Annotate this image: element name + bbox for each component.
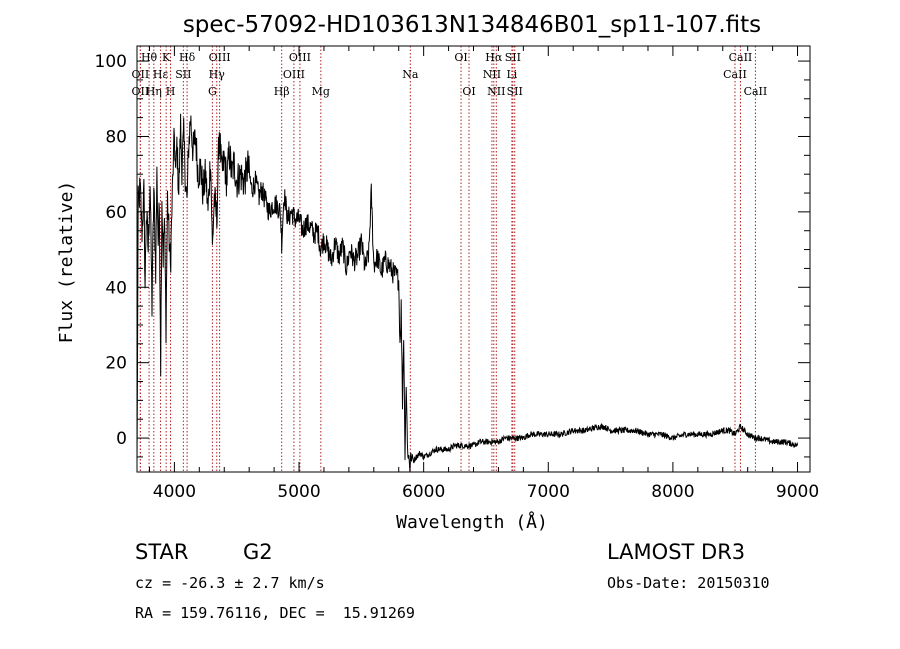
spectral-line-label: SII: [175, 68, 191, 81]
spectral-line-label: OII: [132, 85, 150, 98]
spectrum-line: [136, 113, 798, 473]
spectral-line-label: CaII: [723, 68, 747, 81]
spectral-line-label: Hγ: [209, 68, 226, 81]
chart-title: spec-57092-HD103613N134846B01_sp11-107.f…: [183, 12, 761, 38]
spectrum-layer: [136, 113, 798, 473]
x-axis-ticks: 4000 5000 6000 7000 8000 9000: [148, 46, 819, 502]
spectral-line-label: Hβ: [274, 85, 290, 98]
spectral-line-label: Hθ: [141, 51, 158, 64]
y-tick-label: 100: [95, 52, 127, 72]
spectral-line-label: SII: [505, 51, 521, 64]
spectral-line-label: CaII: [744, 85, 768, 98]
spectral-line-label: OIII: [283, 68, 305, 81]
spectral-line-label: NII: [487, 85, 505, 98]
x-tick-label: 4000: [153, 482, 196, 502]
spectral-line-label: CaII: [729, 51, 753, 64]
spectral-line-label: OII: [132, 68, 150, 81]
y-axis-label: Flux (relative): [56, 181, 77, 344]
redshift-readout: cz = -26.3 ± 2.7 km/s: [135, 574, 325, 592]
spectral-line-label: OI: [462, 85, 475, 98]
x-tick-label: 5000: [277, 482, 320, 502]
y-tick-label: 0: [116, 429, 127, 449]
x-axis-label: Wavelength (Å): [396, 511, 548, 533]
y-tick-label: 60: [105, 203, 127, 223]
spectral-line-label: Li: [506, 68, 517, 81]
x-tick-label: 9000: [776, 482, 819, 502]
plot-frame: [136, 45, 811, 473]
spectral-line-label: Na: [402, 68, 419, 81]
spectral-line-markers: [139, 46, 756, 472]
subclass: G2: [243, 540, 273, 564]
y-axis-ticks: 0 20 40 60 80 100: [95, 52, 810, 458]
y-tick-label: 80: [105, 127, 127, 147]
spectral-line-label: SII: [507, 85, 523, 98]
spectral-line-label: Mg: [312, 85, 330, 98]
x-tick-label: 6000: [402, 482, 445, 502]
spectral-line-label: Hα: [485, 51, 503, 64]
object-class: STAR: [135, 540, 189, 564]
x-tick-label: 7000: [527, 482, 570, 502]
spectral-line-label: Hε: [153, 68, 169, 81]
spectral-line-label: H: [166, 85, 176, 98]
spectral-line-label: OI: [454, 51, 467, 64]
spectral-line-label: OIII: [289, 51, 311, 64]
spectral-line-label: Hη: [146, 85, 162, 98]
spectral-line-label: OIII: [209, 51, 231, 64]
spectral-line-label: K: [162, 51, 171, 64]
coordinates: RA = 159.76116, DEC = 15.91269: [135, 604, 415, 622]
spectral-line-labels: Hθ OII OII K Hε Hη H Hδ SII OIII Hγ G Hβ OIII OIII Mg Na…: [132, 51, 768, 98]
spectral-line-label: Hδ: [179, 51, 196, 64]
survey-name: LAMOST DR3: [607, 540, 746, 564]
y-tick-label: 20: [105, 354, 127, 374]
spectral-line-label: G: [208, 85, 217, 98]
y-tick-label: 40: [105, 278, 127, 298]
spectral-line-label: NII: [483, 68, 501, 81]
obs-date: Obs-Date: 20150310: [607, 574, 770, 592]
x-tick-label: 8000: [651, 482, 694, 502]
